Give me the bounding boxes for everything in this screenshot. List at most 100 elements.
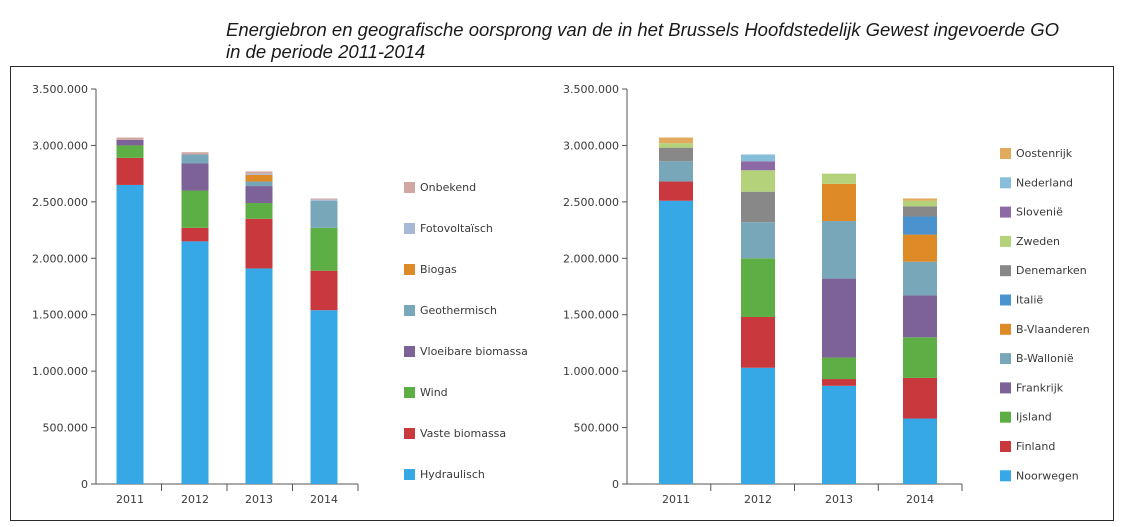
- bar-segment: [659, 143, 693, 148]
- bar-segment: [822, 173, 856, 184]
- bar-segment: [659, 147, 693, 162]
- y-tick-label: 3.500.000: [32, 83, 88, 96]
- y-tick-label: 2.000.000: [563, 252, 619, 265]
- bar-segment: [822, 183, 856, 222]
- bar-segment: [181, 152, 209, 155]
- legend-label: B-Vlaanderen: [1016, 323, 1090, 336]
- legend-label: Italië: [1016, 294, 1043, 307]
- bar-segment: [903, 198, 937, 201]
- bar-segment: [245, 186, 273, 203]
- bar-segment: [659, 161, 693, 182]
- y-tick-label: 3.500.000: [563, 83, 619, 96]
- bar-segment: [741, 316, 775, 368]
- y-tick-label: 2.500.000: [32, 196, 88, 209]
- legend-label: B-Wallonië: [1016, 352, 1074, 365]
- legend-swatch: [404, 305, 415, 316]
- bar-segment: [741, 154, 775, 162]
- legend-swatch: [1000, 411, 1011, 423]
- y-tick-label: 1.000.000: [563, 365, 619, 378]
- legend-swatch: [404, 182, 415, 193]
- x-tick-label: 2012: [181, 493, 209, 506]
- bar-segment: [822, 278, 856, 358]
- legend-label: Vaste biomassa: [420, 427, 506, 440]
- chart-title: Energiebron en geografische oorsprong va…: [226, 19, 1106, 63]
- bar-segment: [741, 170, 775, 192]
- y-tick-label: 3.000.000: [563, 139, 619, 152]
- bar-segment: [245, 181, 273, 187]
- legend-swatch: [1000, 353, 1011, 365]
- chart-title-line2: in de periode 2011-2014: [226, 41, 426, 62]
- x-tick-label: 2012: [744, 493, 772, 506]
- bar-segment: [903, 377, 937, 419]
- x-tick-label: 2013: [245, 493, 273, 506]
- bar-segment: [903, 337, 937, 378]
- bar-segment: [181, 241, 209, 484]
- legend-label: Oostenrijk: [1016, 147, 1073, 160]
- chart-1: 0 500.000 1.000.000 1.500.000 2.000.000 2.500…: [32, 83, 528, 506]
- legend-label: Fotovoltaïsch: [420, 222, 493, 235]
- bar-segment: [822, 221, 856, 279]
- bar-segment: [903, 200, 937, 207]
- bar-segment: [903, 418, 937, 484]
- x-tick-label: 2013: [825, 493, 853, 506]
- x-tick-label: 2014: [906, 493, 934, 506]
- y-tick-label: 3.000.000: [32, 139, 88, 152]
- x-tick-label: 2011: [116, 493, 144, 506]
- legend-swatch: [1000, 294, 1011, 306]
- legend-label: Frankrijk: [1016, 381, 1064, 394]
- legend-label: Finland: [1016, 440, 1055, 453]
- legend-swatch: [1000, 323, 1011, 335]
- legend-label: Vloeibare biomassa: [420, 345, 528, 358]
- bar-segment: [245, 218, 273, 269]
- y-tick-label: 500.000: [43, 422, 89, 435]
- bar-segment: [310, 270, 338, 311]
- legend-swatch: [1000, 148, 1011, 159]
- bar-segment: [116, 184, 144, 484]
- bar-segment: [659, 137, 693, 144]
- legend-swatch: [1000, 235, 1011, 247]
- bar-segment: [181, 190, 209, 228]
- bar-segment: [245, 202, 273, 219]
- x-tick-label: 2014: [310, 493, 338, 506]
- bar-segment: [310, 200, 338, 228]
- legend-label: Denemarken: [1016, 264, 1087, 277]
- y-tick-label: 2.500.000: [563, 196, 619, 209]
- bar-segment: [903, 261, 937, 296]
- legend-label: Hydraulisch: [420, 468, 485, 481]
- y-tick-label: 1.500.000: [32, 309, 88, 322]
- bar-segment: [903, 295, 937, 338]
- y-tick-label: 1.000.000: [32, 365, 88, 378]
- bar-segment: [181, 154, 209, 164]
- bar-segment: [741, 258, 775, 317]
- chart-frame: [10, 66, 1114, 521]
- bar-segment: [310, 199, 338, 201]
- bar-segment: [903, 206, 937, 217]
- legend-label: Noorwegen: [1016, 469, 1079, 482]
- legend-swatch: [404, 346, 415, 357]
- y-tick-label: 2.000.000: [32, 252, 88, 265]
- bar-segment: [741, 222, 775, 259]
- bar-segment: [245, 268, 273, 484]
- bar-segment: [310, 310, 338, 484]
- bar-segment: [741, 367, 775, 484]
- bar-segment: [116, 137, 144, 140]
- bar-segment: [822, 385, 856, 484]
- legend-label: Zweden: [1016, 235, 1060, 248]
- bar-segment: [741, 161, 775, 171]
- y-tick-label: 1.500.000: [563, 309, 619, 322]
- bar-segment: [659, 200, 693, 484]
- legend-swatch: [404, 387, 415, 398]
- bar-segment: [903, 216, 937, 235]
- x-tick-label: 2011: [662, 493, 690, 506]
- y-tick-label: 0: [81, 478, 88, 491]
- legend-label: Ijsland: [1016, 411, 1052, 424]
- bar-segment: [245, 171, 273, 174]
- y-tick-label: 500.000: [574, 422, 620, 435]
- legend-swatch: [404, 428, 415, 439]
- legend-label: Geothermisch: [420, 304, 497, 317]
- legend-label: Wind: [420, 386, 448, 399]
- bar-segment: [310, 198, 338, 200]
- bar-segment: [741, 191, 775, 223]
- legend-swatch: [1000, 265, 1011, 277]
